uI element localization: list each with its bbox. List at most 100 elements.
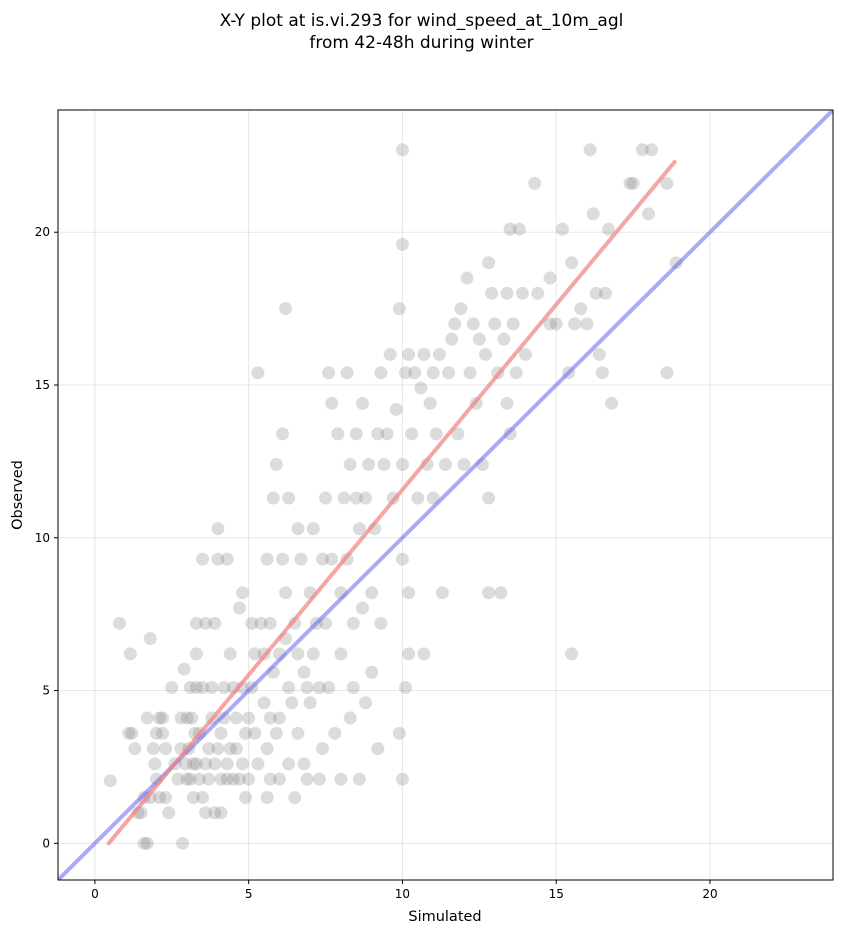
data-point bbox=[565, 647, 579, 661]
data-point bbox=[580, 317, 594, 331]
chart-subtitle: from 42-48h during winter bbox=[309, 33, 534, 53]
data-point bbox=[211, 552, 225, 566]
data-point bbox=[451, 427, 465, 441]
data-point bbox=[208, 806, 222, 820]
data-point bbox=[254, 616, 268, 630]
data-point bbox=[159, 742, 173, 756]
data-point bbox=[196, 791, 210, 804]
data-point bbox=[506, 317, 520, 331]
data-point bbox=[232, 601, 246, 615]
data-point bbox=[263, 616, 277, 630]
data-point bbox=[282, 757, 296, 771]
data-point bbox=[623, 176, 637, 190]
data-point bbox=[282, 491, 296, 505]
data-point bbox=[598, 286, 612, 300]
data-point bbox=[300, 772, 314, 786]
data-point bbox=[113, 616, 127, 630]
data-point bbox=[189, 647, 203, 661]
data-point bbox=[165, 681, 179, 694]
data-point bbox=[432, 347, 446, 361]
data-point bbox=[217, 711, 231, 725]
y-tick-label: 20 bbox=[35, 225, 50, 239]
data-point bbox=[389, 402, 403, 416]
data-point bbox=[322, 366, 336, 380]
y-tick-label: 15 bbox=[35, 378, 50, 392]
data-point bbox=[568, 317, 582, 331]
data-point bbox=[223, 742, 237, 756]
data-point bbox=[205, 681, 219, 694]
data-point bbox=[294, 552, 308, 566]
data-point bbox=[645, 143, 659, 157]
data-point bbox=[229, 711, 243, 725]
data-point bbox=[202, 772, 216, 786]
reference-lines bbox=[58, 110, 833, 880]
y-tick-label: 5 bbox=[42, 684, 50, 698]
data-point bbox=[435, 586, 449, 600]
data-point bbox=[395, 237, 409, 251]
data-point bbox=[288, 791, 302, 804]
data-point bbox=[211, 742, 225, 756]
data-point bbox=[337, 491, 351, 505]
data-point bbox=[239, 726, 253, 740]
data-point bbox=[183, 681, 197, 694]
data-point bbox=[143, 632, 157, 646]
data-point bbox=[383, 347, 397, 361]
y-tick-label: 0 bbox=[42, 836, 50, 850]
data-point bbox=[192, 772, 206, 786]
data-point bbox=[220, 772, 234, 786]
x-axis-label: Simulated bbox=[408, 909, 481, 925]
data-point bbox=[229, 742, 243, 756]
data-point bbox=[260, 552, 274, 566]
data-point bbox=[543, 317, 557, 331]
data-point bbox=[226, 772, 240, 786]
data-point bbox=[641, 207, 655, 221]
x-tick-label: 0 bbox=[91, 887, 99, 901]
data-point bbox=[183, 772, 197, 786]
data-point bbox=[282, 681, 296, 694]
data-point bbox=[276, 552, 290, 566]
data-point bbox=[402, 647, 416, 661]
data-point bbox=[589, 286, 603, 300]
data-point bbox=[395, 552, 409, 566]
data-point bbox=[269, 457, 283, 471]
data-point bbox=[214, 806, 228, 820]
data-point bbox=[312, 772, 326, 786]
chart-title-block: X-Y plot at is.vi.293 for wind_speed_at_… bbox=[0, 10, 843, 54]
data-point bbox=[555, 222, 569, 236]
data-point bbox=[128, 742, 142, 756]
data-point bbox=[601, 222, 615, 236]
data-point bbox=[482, 586, 496, 600]
data-point bbox=[331, 427, 345, 441]
data-point bbox=[399, 681, 413, 694]
data-point bbox=[482, 256, 496, 270]
data-point bbox=[635, 143, 649, 157]
data-point bbox=[485, 286, 499, 300]
data-point bbox=[266, 491, 280, 505]
data-point bbox=[515, 286, 529, 300]
data-point bbox=[417, 647, 431, 661]
data-point bbox=[395, 143, 409, 157]
data-point bbox=[189, 681, 203, 694]
data-point bbox=[232, 772, 246, 786]
data-point bbox=[251, 757, 265, 771]
data-point bbox=[488, 317, 502, 331]
data-point bbox=[531, 286, 545, 300]
data-point bbox=[349, 491, 363, 505]
data-point bbox=[217, 681, 231, 694]
data-point bbox=[565, 256, 579, 270]
data-point bbox=[179, 757, 193, 771]
data-point bbox=[512, 222, 526, 236]
data-point bbox=[328, 726, 342, 740]
data-point bbox=[448, 317, 462, 331]
data-point bbox=[208, 616, 222, 630]
data-point bbox=[315, 552, 329, 566]
data-point bbox=[171, 772, 185, 786]
data-point bbox=[125, 726, 139, 740]
data-point bbox=[260, 742, 274, 756]
data-point bbox=[242, 711, 256, 725]
data-point bbox=[236, 586, 250, 600]
data-point bbox=[199, 616, 213, 630]
data-point bbox=[291, 647, 305, 661]
data-point bbox=[414, 381, 428, 395]
data-point bbox=[343, 711, 357, 725]
